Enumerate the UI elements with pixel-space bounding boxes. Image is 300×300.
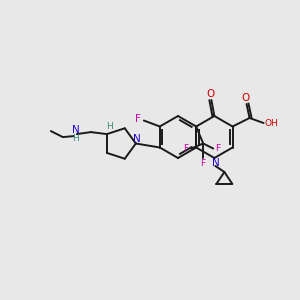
Text: N: N xyxy=(72,125,80,135)
Text: N: N xyxy=(133,134,141,143)
Text: H: H xyxy=(73,134,79,142)
Text: F: F xyxy=(201,159,206,168)
Text: H: H xyxy=(106,122,113,130)
Text: F: F xyxy=(216,144,221,153)
Text: O: O xyxy=(206,89,214,99)
Text: N: N xyxy=(212,158,220,168)
Text: O: O xyxy=(242,93,250,103)
Text: OH: OH xyxy=(265,118,278,127)
Text: F: F xyxy=(135,115,141,124)
Text: F: F xyxy=(184,144,189,153)
